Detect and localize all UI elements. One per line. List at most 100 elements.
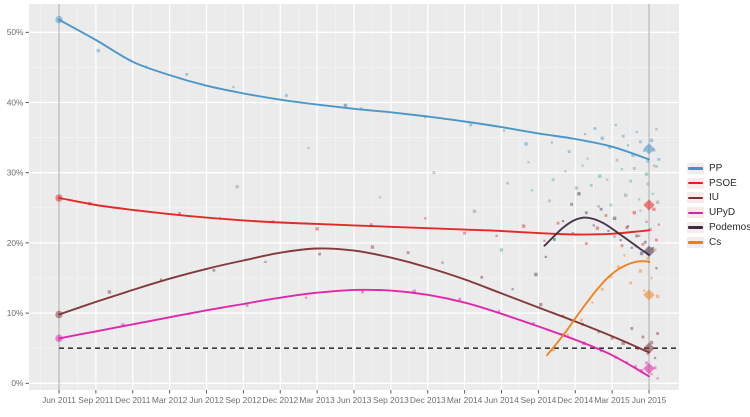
y-axis-ticks [25,31,29,384]
poll-point [584,133,587,136]
poll-point [652,148,656,152]
poll-point [635,234,639,238]
poll-point [553,238,556,241]
poll-points-teal [499,164,658,252]
y-tick-label: 10% [7,308,24,318]
poll-point [653,248,657,252]
y-tick-label: 0% [11,378,24,388]
poll-point [609,203,613,207]
poll-point [652,207,656,211]
legend-item-psoe: PSOE [687,176,750,191]
poll-point [159,278,163,281]
poll-point [651,192,654,195]
poll-point [378,196,381,199]
poll-point [107,290,112,294]
x-axis-ticks [58,390,650,394]
x-tick-label: Jun 2013 [337,395,372,405]
poll-point [548,199,551,203]
legend-key-podemos [687,222,704,234]
x-tick-label: Mar 2014 [447,395,483,405]
poll-point [625,226,629,229]
podemos-line-swatch-icon [688,226,703,229]
legend-item-podemos: Podemos [687,220,750,235]
poll-point [532,322,535,325]
poll-point [629,281,632,285]
poll-point [623,254,626,257]
poll-point [655,267,658,270]
poll-point [657,158,661,161]
start-marker-iu [55,310,63,319]
y-tick-label: 20% [7,238,24,248]
poll-point [566,333,569,336]
poll-point [584,211,588,215]
end-marker-iu [643,342,655,354]
x-tick-label: Dec 2011 [115,395,151,405]
poll-point [639,140,642,144]
x-tick-label: Mar 2013 [299,395,335,405]
poll-point [631,153,635,157]
legend-label-cs: Cs [709,236,722,248]
poll-point [639,369,644,373]
start-marker-psoe [55,194,63,202]
poll-points-iu [107,245,659,360]
x-tick-label: Mar 2012 [152,395,188,405]
trend-line-cs [546,260,650,357]
poll-point [495,234,498,237]
legend-key-cs [687,236,704,248]
end-marker-psoe [643,199,655,211]
poll-point [656,377,659,380]
poll-point [369,223,373,226]
poll-point [607,229,610,233]
poll-point [550,141,553,144]
chart-legend: PP PSOE IU UPyD Podemos Cs [687,161,750,250]
poll-point [655,165,658,168]
poll-point [570,202,573,206]
start-marker-pp [55,15,63,24]
poll-point [638,269,643,273]
poll-point [610,337,614,340]
legend-item-upyd: UPyD [687,205,750,220]
x-tick-label: Jun 2011 [42,395,76,405]
poll-point [571,232,574,235]
poll-point [406,251,410,255]
poll-point [630,246,633,249]
poll-point [307,147,310,150]
poll-point [632,167,636,170]
poll-point [539,303,543,307]
poll-point [285,94,288,97]
poll-point [621,134,625,138]
end-marker-pp [643,143,655,155]
poll-point [638,198,641,201]
poll-point [651,247,655,250]
poll-point [652,164,655,167]
end-marker-upyd [643,362,655,375]
poll-point [598,174,602,178]
x-axis-labels: Jun 2011 Sep 2011 Dec 2011 Mar 2012 Jun 2012… [42,395,666,405]
poll-point [657,223,660,226]
poll-point [620,244,624,248]
trend-line-podemos [543,216,650,256]
poll-point [561,220,565,223]
poll-point [318,252,321,256]
poll-point [597,331,600,334]
poll-point [632,211,636,215]
legend-key-psoe [687,177,704,189]
poll-point [600,287,604,291]
poll-point [645,361,648,365]
poll-point [600,136,604,140]
legend-label-iu: IU [709,192,719,204]
poll-point [502,129,506,132]
poll-point [643,289,646,292]
poll-point [544,255,547,258]
poll-point [649,138,654,143]
grid-major [29,4,679,390]
poll-point [534,272,538,277]
poll-point [344,103,347,107]
poll-point [96,48,100,53]
poll-point [235,185,239,189]
x-tick-label: Dec 2012 [262,395,298,405]
poll-point [527,161,530,164]
x-tick-label: Sep 2014 [520,395,556,405]
y-tick-label: 40% [7,97,24,107]
